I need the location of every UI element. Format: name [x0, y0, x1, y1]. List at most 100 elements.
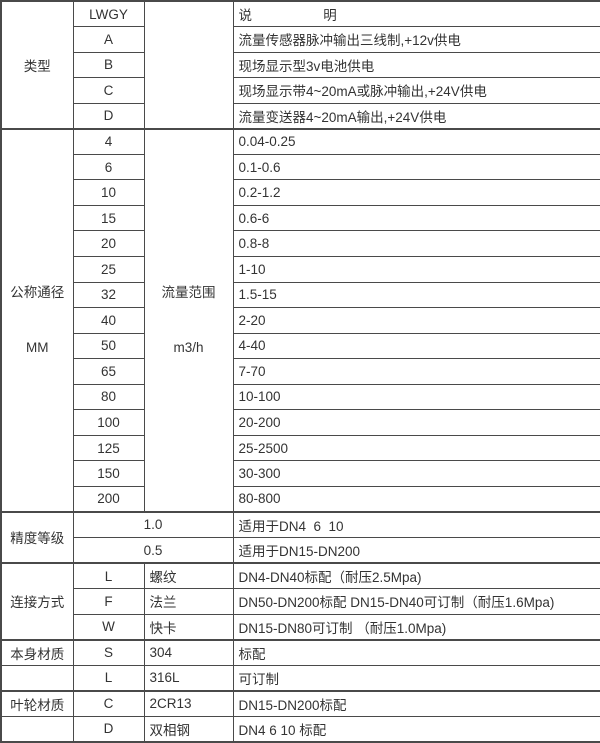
- type-desc-cell: 现场显示带4~20mA或脉冲输出,+24V供电: [232, 77, 600, 104]
- table-row: D 流量变送器4~20mA输出,+24V供电: [1, 102, 600, 130]
- dn-value-cell: 100: [72, 409, 145, 436]
- table-row: 125 25-2500: [1, 434, 600, 462]
- flow-range-cell: 0.1-0.6: [232, 153, 600, 181]
- impeller-material-desc-cell: DN4 6 10 标配: [232, 715, 600, 743]
- flow-range-cell: 0.8-8: [232, 230, 600, 257]
- desc-header-cell: 说 明: [232, 0, 600, 28]
- connection-desc-cell: DN4-DN40标配（耐压2.5Mpa): [232, 562, 600, 590]
- type-spacer-cell: [143, 0, 234, 130]
- table-row: D 双相钢 DN4 6 10 标配: [0, 715, 600, 743]
- table-row: 40 2-20: [1, 307, 600, 334]
- table-row: 32 1.5-15: [1, 281, 600, 309]
- dn-value-cell: 6: [72, 153, 145, 181]
- type-desc-cell: 流量变送器4~20mA输出,+24V供电: [232, 102, 600, 130]
- type-desc-cell: 现场显示型3v电池供电: [232, 51, 600, 79]
- body-material-name-cell: 316L: [143, 664, 234, 692]
- impeller-material-code-cell: C: [72, 689, 145, 717]
- table-row: 0.5 适用于DN15-DN200: [1, 536, 600, 564]
- model-header-cell: LWGY: [72, 0, 145, 28]
- body-material-desc-cell: 可订制: [232, 664, 600, 692]
- dn-value-cell: 50: [72, 332, 145, 360]
- dn-value-cell: 32: [72, 281, 145, 309]
- connection-desc-cell: DN15-DN80可订制 （耐压1.0Mpa): [232, 613, 600, 641]
- flow-range-cell: 1-10: [232, 255, 600, 283]
- impeller-material-name-cell: 2CR13: [143, 689, 234, 717]
- flow-range-cell: 0.6-6: [232, 204, 600, 232]
- accuracy-section-label: 精度等级: [0, 510, 74, 564]
- connection-code-cell: F: [72, 588, 145, 615]
- table-row: L 316L 可订制: [0, 664, 600, 692]
- diameter-section-label: 公称通径 MM: [0, 127, 74, 513]
- flow-range-cell: 0.2-1.2: [232, 179, 600, 206]
- dn-value-cell: 150: [72, 460, 145, 487]
- table-row: 20 0.8-8: [1, 230, 600, 257]
- accuracy-desc-cell: 适用于DN15-DN200: [232, 536, 600, 564]
- accuracy-desc-cell: 适用于DN4 6 10: [232, 510, 600, 538]
- flow-range-cell: 7-70: [232, 358, 600, 385]
- type-code-cell: A: [72, 26, 145, 53]
- flow-range-cell: 4-40: [232, 332, 600, 360]
- table-row: 类型 LWGY 说 明: [0, 0, 600, 130]
- dn-value-cell: 4: [72, 127, 145, 155]
- connection-code-cell: L: [72, 562, 145, 590]
- flow-range-cell: 30-300: [232, 460, 600, 487]
- dn-value-cell: 10: [72, 179, 145, 206]
- accuracy-value-cell: 0.5: [72, 536, 234, 564]
- table-row: 25 1-10: [1, 255, 600, 283]
- connection-code-cell: W: [72, 613, 145, 641]
- table-row: 15 0.6-6: [1, 204, 600, 232]
- empty-label-cell: [0, 664, 74, 692]
- flow-range-cell: 25-2500: [232, 434, 600, 462]
- table-row: 65 7-70: [1, 358, 600, 385]
- table-row: 100 20-200: [1, 409, 600, 436]
- table-row: 6 0.1-0.6: [1, 153, 600, 181]
- dn-value-cell: 25: [72, 255, 145, 283]
- connection-name-cell: 法兰: [143, 588, 234, 615]
- table-row: 连接方式 L 螺纹 DN4-DN40标配（耐压2.5Mpa): [0, 562, 600, 641]
- body-material-section-label: 本身材质: [0, 638, 74, 666]
- type-section-label: 类型: [0, 0, 74, 130]
- type-code-cell: C: [72, 77, 145, 104]
- type-code-cell: B: [72, 51, 145, 79]
- dn-value-cell: 80: [72, 383, 145, 411]
- body-material-desc-cell: 标配: [232, 638, 600, 666]
- impeller-material-code-cell: D: [72, 715, 145, 743]
- table-row: B 现场显示型3v电池供电: [1, 51, 600, 79]
- dn-value-cell: 125: [72, 434, 145, 462]
- table-row: 150 30-300: [1, 460, 600, 487]
- flow-range-cell: 80-800: [232, 485, 600, 513]
- impeller-material-desc-cell: DN15-DN200标配: [232, 689, 600, 717]
- diameter-label-line1: 公称通径: [10, 284, 65, 300]
- table-row: 本身材质 S 304 标配: [0, 638, 600, 666]
- type-desc-cell: 流量传感器脉冲输出三线制,+12v供电: [232, 26, 600, 53]
- type-code-cell: D: [72, 102, 145, 130]
- dn-value-cell: 20: [72, 230, 145, 257]
- table-row: C 现场显示带4~20mA或脉冲输出,+24V供电: [1, 77, 600, 104]
- flow-range-label-line1: 流量范围: [161, 284, 216, 300]
- impeller-material-section-label: 叶轮材质: [0, 689, 74, 717]
- table-row: 精度等级 1.0 适用于DN4 6 10: [0, 510, 600, 564]
- dn-value-cell: 15: [72, 204, 145, 232]
- flow-range-cell: 1.5-15: [232, 281, 600, 309]
- table-row: F 法兰 DN50-DN200标配 DN15-DN40可订制（耐压1.6Mpa): [1, 588, 600, 615]
- flow-range-cell: 2-20: [232, 307, 600, 334]
- diameter-label-line2: MM: [26, 339, 49, 355]
- empty-label-cell: [0, 715, 74, 743]
- body-material-name-cell: 304: [143, 638, 234, 666]
- table-row: 10 0.2-1.2: [1, 179, 600, 206]
- table-row: 200 80-800: [1, 485, 600, 513]
- flow-range-label-cell: 流量范围 m3/h: [143, 127, 234, 513]
- table-row: 叶轮材质 C 2CR13 DN15-DN200标配: [0, 689, 600, 717]
- table-row: A 流量传感器脉冲输出三线制,+12v供电: [1, 26, 600, 53]
- accuracy-value-cell: 1.0: [72, 510, 234, 538]
- impeller-material-name-cell: 双相钢: [143, 715, 234, 743]
- dn-value-cell: 200: [72, 485, 145, 513]
- dn-value-cell: 40: [72, 307, 145, 334]
- dn-value-cell: 65: [72, 358, 145, 385]
- table-row: 50 4-40: [1, 332, 600, 360]
- flow-range-label-line2: m3/h: [173, 339, 204, 355]
- connection-desc-cell: DN50-DN200标配 DN15-DN40可订制（耐压1.6Mpa): [232, 588, 600, 615]
- flow-range-cell: 10-100: [232, 383, 600, 411]
- flow-range-cell: 0.04-0.25: [232, 127, 600, 155]
